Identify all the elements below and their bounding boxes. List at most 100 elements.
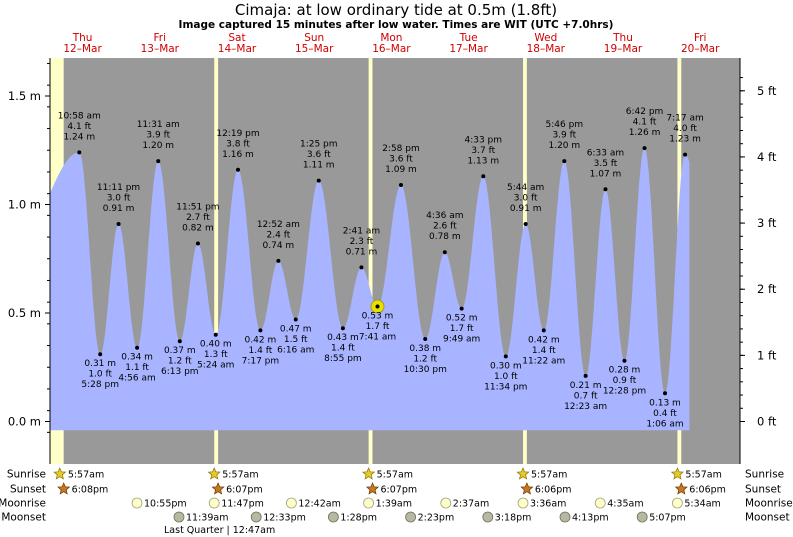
day-date: 12–Mar <box>63 43 102 55</box>
extreme-label: 4:33 pm <box>464 135 502 145</box>
sunrise-time: 5:57am <box>377 470 413 481</box>
y-tick-label-ft: 1 ft <box>757 348 777 362</box>
extreme-point <box>583 373 588 378</box>
extreme-label: 3.9 ft <box>146 131 170 141</box>
night-band <box>681 58 740 464</box>
extreme-label: 1.20 m <box>548 141 580 151</box>
extreme-label: 0.38 m <box>409 344 441 354</box>
sunrise-icon <box>362 467 376 480</box>
extreme-label: 0.82 m <box>182 224 214 234</box>
moonset-time: 11:39am <box>186 513 228 524</box>
extreme-point <box>423 337 428 342</box>
extreme-label: 1.0 ft <box>88 370 112 380</box>
extreme-point <box>195 241 200 246</box>
extreme-label: 6:33 am <box>587 148 624 158</box>
extreme-point <box>177 339 182 344</box>
extreme-label: 1.13 m <box>467 156 499 166</box>
sunrise-time: 5:57am <box>685 470 721 481</box>
extreme-label: 0.30 m <box>490 361 522 371</box>
extreme-label: 1.09 m <box>385 165 417 175</box>
day-name: Mon <box>380 32 402 44</box>
day-name: Sun <box>304 32 324 44</box>
extreme-label: 3.5 ft <box>594 159 618 169</box>
extreme-label: 2.6 ft <box>433 222 457 232</box>
extreme-label: 1.2 ft <box>168 357 192 367</box>
extreme-label: 6:16 am <box>277 346 314 356</box>
day-name: Fri <box>694 32 707 44</box>
extreme-label: 1.4 ft <box>331 344 355 354</box>
extreme-point <box>156 159 161 164</box>
extreme-label: 0.42 m <box>528 335 560 345</box>
extreme-label: 1.7 ft <box>366 322 390 332</box>
day-name: Wed <box>534 32 557 44</box>
extreme-label: 12:19 pm <box>216 129 259 139</box>
extreme-label: 5:24 am <box>197 361 234 371</box>
moonset-icon <box>327 511 339 523</box>
extreme-point <box>258 328 263 333</box>
extreme-label: 1.23 m <box>669 135 701 145</box>
extreme-label: 1.3 ft <box>204 350 228 360</box>
extreme-point <box>622 358 627 363</box>
moonrise-icon <box>363 497 375 509</box>
extreme-point <box>459 306 464 311</box>
sunrise-icon <box>207 467 221 480</box>
extreme-label: 1.2 ft <box>413 355 437 365</box>
sunset-icon <box>211 482 225 495</box>
extreme-label: 7:41 am <box>359 332 396 342</box>
moonset-icon <box>636 511 648 523</box>
extreme-label: 4.1 ft <box>67 122 91 132</box>
extreme-label: 0.4 ft <box>653 409 677 419</box>
day-name: Fri <box>154 32 167 44</box>
moonrise-time: 11:47pm <box>221 499 264 510</box>
moonrise-time: 3:36am <box>530 499 566 510</box>
extreme-point <box>77 150 82 155</box>
y-tick-label-m: 1.0 m <box>8 198 41 212</box>
sunrise-icon <box>53 467 67 480</box>
extreme-point <box>293 317 298 322</box>
extreme-label: 1.7 ft <box>450 324 474 334</box>
extreme-label: 11:11 pm <box>97 183 140 193</box>
extreme-point <box>359 265 364 270</box>
extreme-label: 0.78 m <box>429 232 461 242</box>
sunset-icon <box>57 482 71 495</box>
sunset-icon <box>674 482 688 495</box>
extreme-point <box>340 326 345 331</box>
y-tick-label-m: 0.5 m <box>8 306 41 320</box>
extreme-label: 11:34 pm <box>484 382 527 392</box>
extreme-point <box>276 258 281 263</box>
extreme-label: 3.9 ft <box>552 131 576 141</box>
extreme-label: 4.1 ft <box>633 118 657 128</box>
extreme-point <box>603 187 608 192</box>
extreme-point <box>523 222 528 227</box>
moonrise-time: 10:55pm <box>144 499 187 510</box>
moonset-time: 3:18pm <box>495 513 532 524</box>
moonrise-icon <box>208 497 220 509</box>
extreme-label: 11:22 am <box>522 356 565 366</box>
day-labels: Thu12–MarFri13–MarSat14–MarSun15–MarMon1… <box>63 32 720 55</box>
moonset-time: 12:33pm <box>263 513 306 524</box>
extreme-label: 7:17 am <box>666 114 703 124</box>
y-axis-meters: 0.0 m 0.5 m 1.0 m 1.5 m <box>8 62 50 433</box>
moonrise-icon <box>131 497 143 509</box>
extreme-label: 1.26 m <box>629 128 661 138</box>
moonset-time: 4:13pm <box>572 513 609 524</box>
y-tick-label-m: 1.5 m <box>8 89 41 103</box>
extreme-point <box>642 146 647 151</box>
moonrise-time: 5:34am <box>684 499 720 510</box>
extreme-point <box>683 152 688 157</box>
extreme-label: 12:52 am <box>257 220 300 230</box>
row-label-right: Moonrise <box>745 498 793 510</box>
extreme-label: 10:58 am <box>58 111 101 121</box>
extreme-label: 3.7 ft <box>471 146 495 156</box>
row-label-left: Sunset <box>10 484 46 496</box>
tide-extremes: 10:58 am4.1 ft1.24 m0.31 m1.0 ft5:28 pm1… <box>58 107 704 429</box>
sunset-time: 6:06pm <box>535 485 572 496</box>
moonrise-icon <box>517 497 529 509</box>
extreme-label: 6:13 pm <box>161 367 199 377</box>
extreme-point <box>236 167 241 172</box>
extreme-label: 11:51 pm <box>176 203 219 213</box>
extreme-label: 12:23 am <box>564 402 607 412</box>
y-tick-label-ft: 2 ft <box>757 282 777 296</box>
extreme-label: 1.0 ft <box>494 372 518 382</box>
